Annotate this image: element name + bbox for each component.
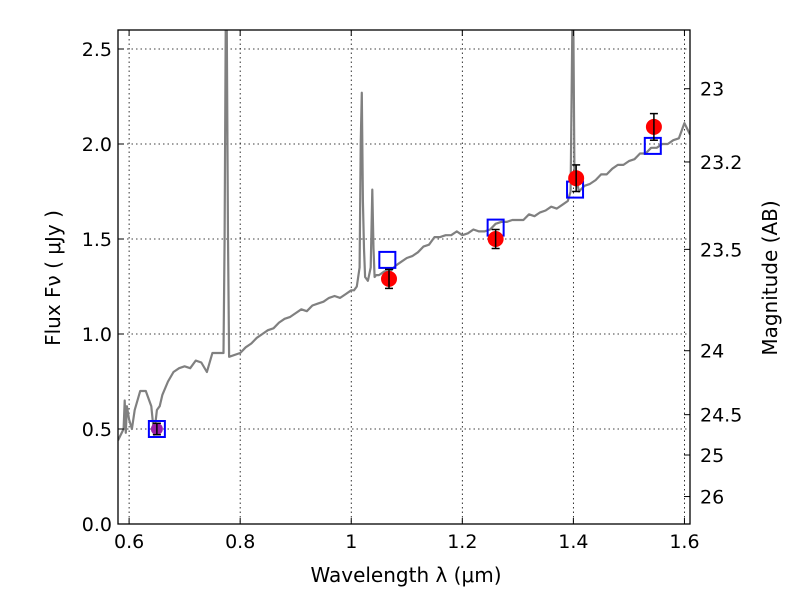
mag-tick-label: 26 — [700, 487, 724, 509]
x-tick-label: 0.8 — [225, 531, 255, 553]
mag-tick-label: 24 — [700, 341, 724, 363]
y-tick-label: 2.0 — [82, 134, 112, 156]
plot-frame — [117, 29, 691, 525]
x-tick-label: 1 — [345, 531, 357, 553]
y-tick-label: 1.5 — [82, 229, 112, 251]
spectrum-layer — [118, 30, 690, 441]
x-tick-label: 1.2 — [447, 531, 477, 553]
ticks: 0.6 0.8 1 1.2 1.4 1.6 0.0 0.5 1.0 1.5 2.0 2.5 23 23.2… — [82, 30, 742, 553]
y-axis-label: Flux Fν ( μJy ) — [41, 210, 65, 346]
y-tick-label: 0.0 — [82, 514, 112, 536]
y-tick-label: 2.5 — [82, 39, 112, 61]
grid — [118, 30, 690, 525]
spectrum-line — [118, 30, 690, 441]
marker-layer — [147, 112, 662, 438]
model-photometry-square — [147, 420, 166, 438]
x-tick-label: 1.6 — [669, 531, 699, 553]
y-tick-label: 1.0 — [82, 324, 112, 346]
model-photometry-square — [643, 136, 662, 155]
x-tick-label: 0.6 — [114, 531, 144, 553]
mag-tick-label: 23 — [700, 79, 724, 101]
y-tick-label: 0.5 — [82, 419, 112, 441]
x-axis-label: Wavelength λ (μm) — [310, 563, 501, 587]
mag-tick-label: 23.2 — [700, 152, 742, 174]
model-photometry-square — [378, 250, 397, 269]
mag-tick-label: 23.5 — [700, 239, 742, 261]
y-axis-right-label: Magnitude (AB) — [758, 200, 782, 355]
x-tick-label: 1.4 — [558, 531, 588, 553]
mag-tick-label: 25 — [700, 445, 724, 467]
mag-tick-label: 24.5 — [700, 405, 742, 427]
